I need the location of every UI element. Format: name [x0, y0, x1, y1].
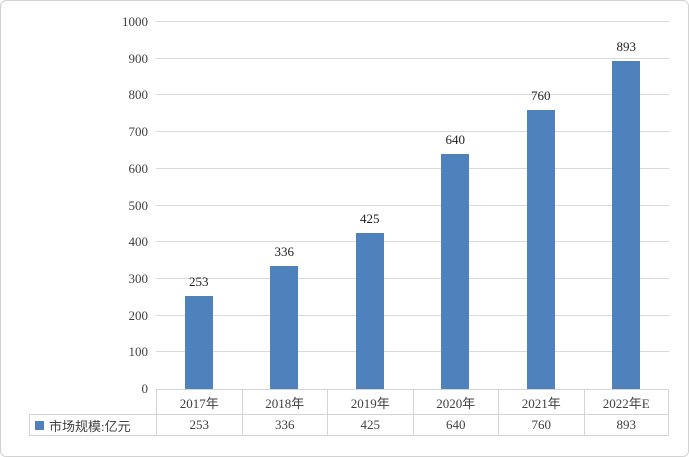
table-year-cell: 2020年 [412, 389, 498, 414]
y-axis-tick-label: 1000 [122, 14, 148, 29]
y-axis-tick-label: 700 [128, 124, 149, 140]
bar-2018年 [270, 265, 299, 389]
bar-2019年 [355, 233, 384, 389]
gridline [156, 314, 669, 316]
table-value-cell: 893 [583, 414, 669, 436]
data-table: 市场规模:亿元 2017年 2018年 2019年 2020年 2021年 2022年E 2… [29, 389, 669, 436]
table-year-cell: 2017年 [156, 389, 242, 414]
bar-value-label: 893 [616, 39, 637, 55]
table-year-cell: 2021年 [498, 389, 584, 414]
bar-2020年 [441, 154, 470, 389]
table-year-cell: 2018年 [241, 389, 327, 414]
y-axis-tick-label: 600 [128, 160, 149, 176]
gridline [156, 21, 669, 22]
table-value-cell: 253 [156, 414, 242, 436]
gridline [156, 94, 669, 96]
bar-2021年 [526, 110, 555, 389]
bar-value-label: 336 [274, 243, 295, 259]
table-value-cell: 640 [412, 414, 498, 436]
bar-2022年E [612, 61, 641, 389]
y-axis-tick-label: 200 [128, 307, 149, 323]
gridline [156, 351, 669, 353]
y-axis-tick-label: 500 [128, 197, 149, 213]
y-axis-tick-label: 100 [128, 344, 149, 360]
legend-label: 市场规模:亿元 [49, 418, 131, 434]
gridline [156, 277, 669, 279]
y-axis-tick-label: 0 [141, 381, 149, 396]
gridline [156, 241, 669, 243]
plot-area: 253 336 425 640 760 893 [156, 21, 669, 389]
y-axis-tick-label: 400 [128, 234, 149, 250]
table-value-cell: 760 [498, 414, 584, 436]
y-axis: 0 100 200 300 400 500 600 700 800 900 1000 [1, 14, 149, 396]
table-value-cell: 336 [241, 414, 327, 436]
bar-value-label: 640 [445, 132, 466, 148]
legend-marker-icon [35, 420, 44, 430]
table-blank-cell [29, 389, 156, 414]
table-year-cell: 2019年 [327, 389, 413, 414]
bar-value-label: 425 [360, 211, 380, 227]
gridline [156, 167, 669, 169]
y-axis-tick-label: 900 [128, 50, 149, 66]
table-year-cell: 2022年E [583, 389, 669, 414]
y-axis-tick-label: 800 [128, 87, 149, 103]
gridline [156, 131, 669, 133]
gridline [156, 204, 669, 206]
legend-cell: 市场规模:亿元 [29, 414, 156, 436]
bar-2017年 [184, 296, 213, 389]
table-value-cell: 425 [327, 414, 413, 436]
y-axis-tick-label: 300 [128, 270, 149, 286]
bar-value-label: 760 [531, 88, 551, 104]
gridline [156, 57, 669, 59]
bar-value-label: 253 [189, 274, 209, 290]
